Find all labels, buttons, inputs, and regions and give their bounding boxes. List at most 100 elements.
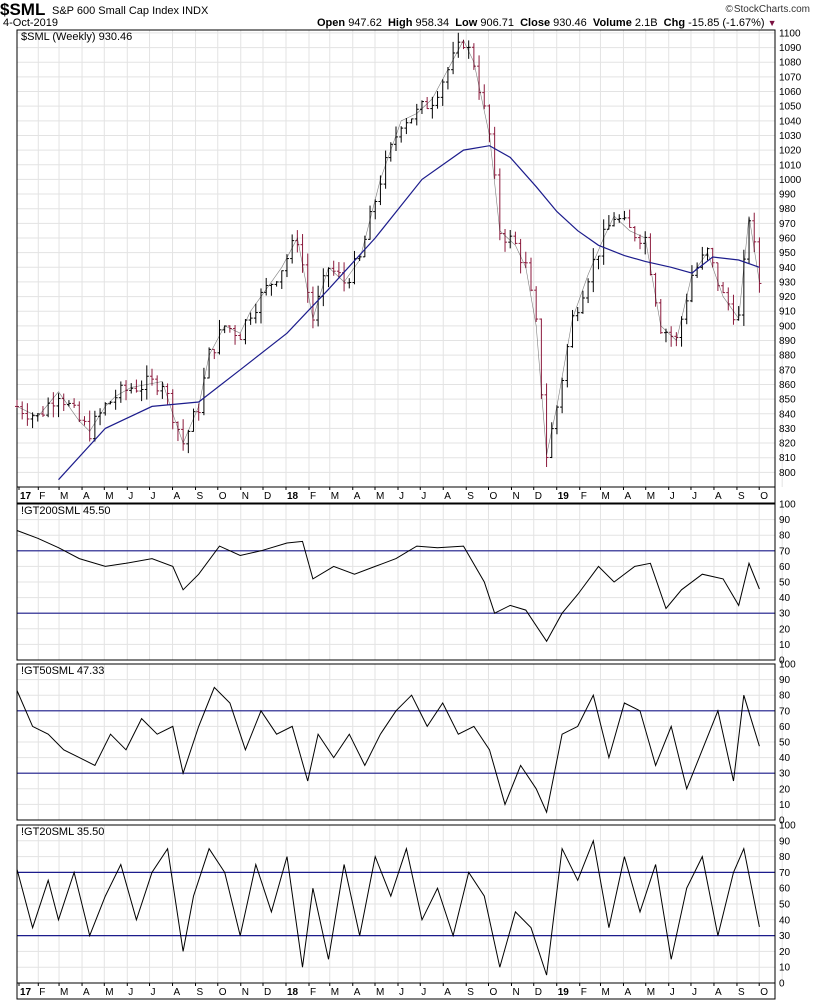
price-bar [580,290,585,314]
chg-label: Chg [663,17,686,29]
price-bar [731,294,736,325]
y-tick-label: 1040 [779,116,802,127]
y-tick-label: 970 [779,219,796,230]
price-bar [684,293,689,325]
price-bar [689,265,694,303]
price-bar [77,401,82,423]
panel-title: !GT50SML 47.33 [21,665,104,677]
panel-border [16,29,776,488]
price-bar [35,413,40,422]
y-tick-label: 920 [779,292,796,303]
price-bar [139,380,144,402]
x-tick-label: D [264,491,271,502]
price-bar [170,389,175,430]
x-tick-label: M [647,491,655,502]
x-tick-label: A [715,987,722,998]
y-tick-label: 30 [779,769,791,780]
price-bar [700,246,705,270]
x-tick-label: J [151,987,156,998]
close-label: Close [520,17,551,29]
x-tick-label: S [197,987,204,998]
y-tick-label: 20 [779,947,791,958]
price-bar [165,383,170,405]
price-bar [554,405,559,435]
price-bar [658,298,663,334]
y-tick-label: 890 [779,336,796,347]
price-bar [451,41,456,75]
brand-label[interactable]: ©StockCharts.com [725,4,810,15]
x-tick-label: J [128,491,133,502]
price-bar [528,257,533,292]
y-tick-label: 1080 [779,58,802,69]
x-tick-label: J [421,491,426,502]
price-bar [435,91,440,109]
y-tick-label: 60 [779,884,791,895]
x-tick-label: A [444,987,451,998]
price-bar [336,262,341,279]
y-tick-label: 960 [779,233,796,244]
y-tick-label: 60 [779,722,791,733]
price-bar [207,347,212,379]
x-tick-label: N [242,491,249,502]
price-bar [492,126,497,179]
moving-average-line [58,145,760,481]
y-tick-label: 40 [779,753,791,764]
price-bar [82,416,87,426]
y-tick-label: 50 [779,900,791,911]
x-tick-label: S [467,491,474,502]
price-bar [430,96,435,119]
price-close-line [16,39,760,455]
price-bars [15,32,762,468]
price-bar [503,228,508,252]
price-bar [638,234,643,250]
open-label: Open [317,17,346,29]
y-tick-label: 10 [779,640,791,651]
price-bar [757,237,762,293]
y-tick-label: 70 [779,546,791,557]
price-bar [331,260,336,276]
x-tick-label: J [692,987,697,998]
x-tick-label: J [151,491,156,502]
y-tick-label: 1010 [779,160,802,171]
y-tick-label: 50 [779,738,791,749]
price-bar [399,126,404,143]
price-bar [643,231,648,255]
price-bar [248,312,253,325]
x-tick-label: J [670,491,675,502]
price-bar [290,234,295,264]
close-value: 930.46 [553,17,587,29]
price-bar [456,32,461,58]
price-bar [612,212,617,227]
x-axis-band [16,982,776,1000]
price-bar [586,278,591,304]
low-label: Low [455,17,478,29]
y-tick-label: 950 [779,248,796,259]
y-tick-label: 100 [779,821,796,832]
price-bar [238,333,243,341]
price-bar [66,400,71,407]
indicator-line-gt50sml [16,686,760,814]
price-bar [212,348,217,360]
x-tick-label: J [421,987,426,998]
price-bar [508,229,513,249]
y-tick-label: 0 [779,656,785,667]
y-tick-label: 1030 [779,131,802,142]
y-tick-label: 980 [779,204,796,215]
x-tick-label: M [60,987,68,998]
x-tick-label: 17 [20,491,32,502]
indicator-line-gt20sml [16,838,760,976]
quote-date: 4-Oct-2019 [3,17,59,29]
x-tick-label: J [399,987,404,998]
price-bar [51,392,56,418]
x-tick-label: O [489,491,497,502]
price-bar [383,150,388,189]
y-tick-label: 80 [779,852,791,863]
x-tick-label: O [760,491,768,502]
x-tick-label: A [174,987,181,998]
y-tick-label: 100 [779,500,796,511]
y-tick-label: 910 [779,307,796,318]
price-bar [601,219,606,265]
price-bar [129,383,134,394]
